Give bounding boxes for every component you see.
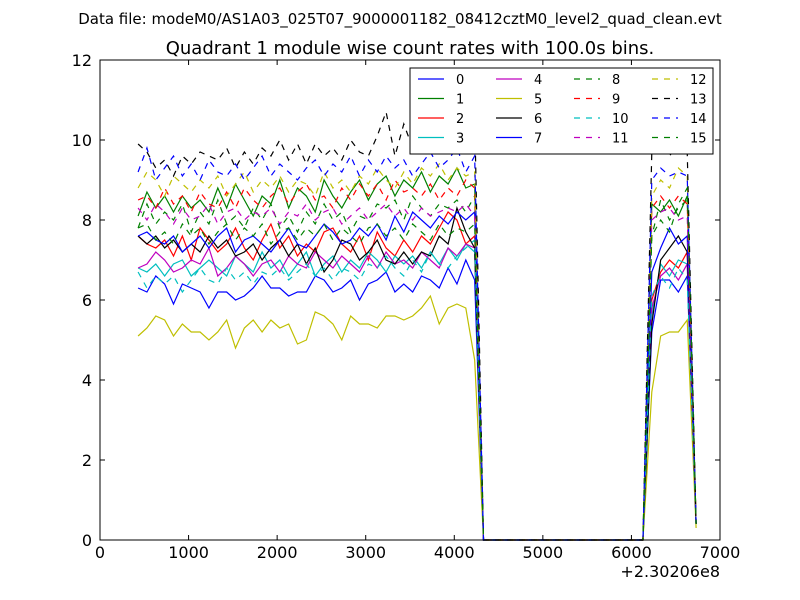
legend-label-15: 15 (690, 132, 707, 147)
legend-label-7: 7 (534, 132, 542, 147)
y-tick-label: 0 (82, 531, 92, 550)
series-line-12 (137, 162, 697, 541)
x-tick-label: 1000 (168, 543, 209, 562)
y-tick-label: 4 (82, 371, 92, 390)
legend-label-8: 8 (612, 73, 620, 88)
y-tick-label: 8 (82, 211, 92, 230)
legend-label-3: 3 (456, 132, 464, 147)
legend-box (409, 67, 714, 155)
series-line-15 (137, 185, 697, 541)
series-line-9 (137, 178, 697, 541)
y-tick-label: 12 (72, 51, 92, 70)
y-tick-label: 2 (82, 451, 92, 470)
legend-label-9: 9 (612, 93, 620, 108)
x-tick-label: 2000 (257, 543, 298, 562)
x-tick-label: 3000 (345, 543, 386, 562)
y-tick-label: 10 (72, 131, 92, 150)
legend-label-4: 4 (534, 73, 542, 88)
x-tick-label: 6000 (611, 543, 652, 562)
y-tick-label: 6 (82, 291, 92, 310)
x-tick-label: 4000 (434, 543, 475, 562)
legend-label-1: 1 (456, 93, 464, 108)
legend-label-2: 2 (456, 112, 464, 127)
suptitle: Data file: modeM0/AS1A03_025T07_90000011… (78, 10, 722, 29)
x-tick-label: 0 (95, 543, 105, 562)
legend-label-13: 13 (690, 93, 707, 108)
legend-label-11: 11 (612, 132, 629, 147)
legend-label-6: 6 (534, 112, 542, 127)
legend-label-12: 12 (690, 73, 707, 88)
legend-label-10: 10 (612, 112, 629, 127)
x-tick-label: 5000 (522, 543, 563, 562)
series-line-11 (137, 202, 697, 541)
chart-title: Quadrant 1 module wise count rates with … (166, 38, 655, 59)
x-tick-label: 7000 (700, 543, 741, 562)
x-offset-label: +2.30206e8 (620, 562, 720, 581)
legend-label-0: 0 (456, 73, 464, 88)
legend-label-5: 5 (534, 93, 542, 108)
legend-label-14: 14 (690, 112, 707, 127)
